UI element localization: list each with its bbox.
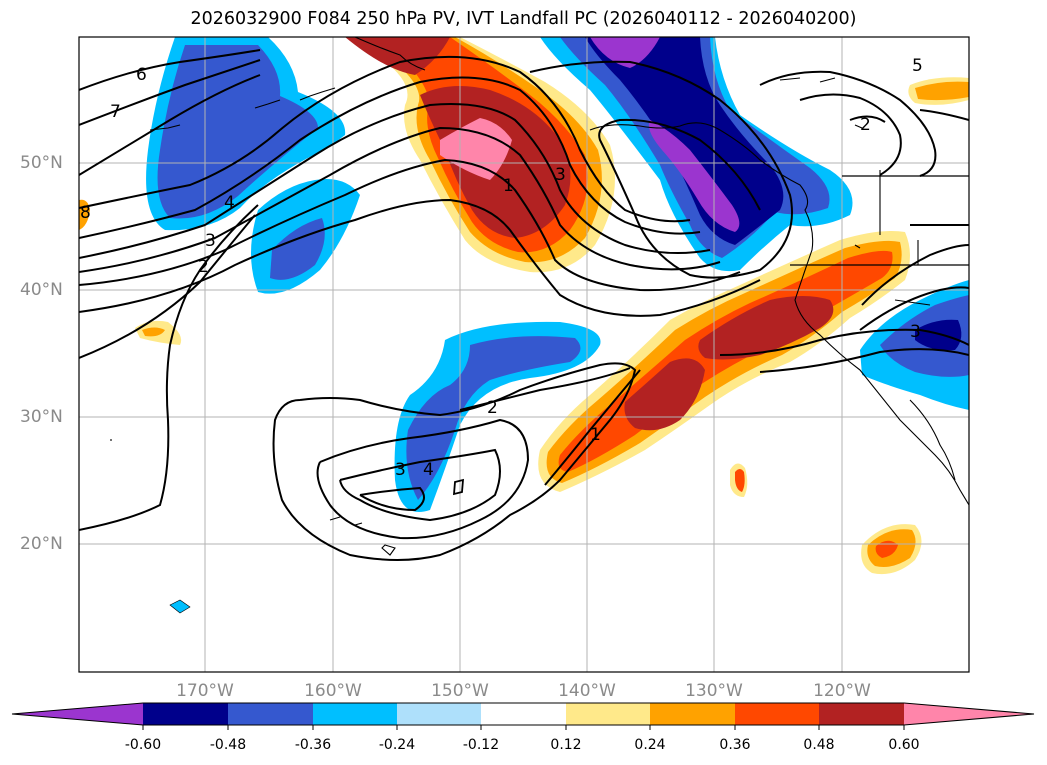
contour-label: 4 [423,460,434,480]
contour-label: 3 [910,322,921,342]
contour-label: 2 [860,115,871,135]
colorbar-segment [143,703,228,725]
contour-label: 3 [205,231,216,251]
lat-label: 40°N [20,280,63,300]
contour-label: 4 [224,193,235,213]
lon-label: 140°W [558,681,616,701]
colorbar-tick-label: 0.48 [803,737,835,753]
lat-label: 30°N [20,407,63,427]
lon-label: 150°W [431,681,489,701]
colorbar-segment [904,703,1034,725]
colorbar-segment [397,703,481,725]
contour-label: 2 [198,257,209,277]
coastlines [110,37,969,556]
lat-label: 20°N [20,534,63,554]
contour-labels: 6 7 8 4 3 2 1 3 5 2 2 3 4 1 3 [80,56,923,480]
contour-label: 7 [110,102,121,122]
colorbar-tick-label: 0.24 [634,737,666,753]
colorbar-segment [819,703,904,725]
lon-label: 160°W [304,681,362,701]
colorbar-segment [650,703,735,725]
contour-label: 6 [136,65,147,85]
colorbar-tick-label: -0.12 [462,737,500,753]
contour-label: 1 [590,425,601,445]
contour-label: 3 [395,460,406,480]
colorbar-segment [735,703,819,725]
ivt-contours [79,49,969,561]
colorbar-segment [228,703,313,725]
colorbar-tick-label: 0.60 [888,737,920,753]
contour-label: 8 [80,203,91,223]
colorbar-tick-label: 0.12 [550,737,582,753]
lon-label: 120°W [813,681,871,701]
pv-shading [79,37,969,614]
lon-label: 170°W [176,681,234,701]
contour-label: 1 [503,176,514,196]
map-frame [78,36,970,673]
colorbar-segment [313,703,397,725]
colorbar-segment [12,703,143,725]
colorbar-tick-label: -0.36 [294,737,332,753]
colorbar-tick-label: -0.24 [378,737,416,753]
colorbar-ticks [142,725,905,730]
colorbar-segment [481,703,566,725]
colorbar-tick-label: -0.60 [124,737,162,753]
colorbar-tick-label: -0.48 [209,737,247,753]
contour-label: 3 [555,165,566,185]
contour-label: 5 [912,56,923,76]
lat-label: 50°N [20,153,63,173]
contour-label: 2 [487,398,498,418]
lon-label: 130°W [685,681,743,701]
map-gridlines [79,37,969,672]
colorbar-segment [566,703,650,725]
map-title: 2026032900 F084 250 hPa PV, IVT Landfall… [190,9,857,29]
colorbar-tick-label: 0.36 [719,737,751,753]
